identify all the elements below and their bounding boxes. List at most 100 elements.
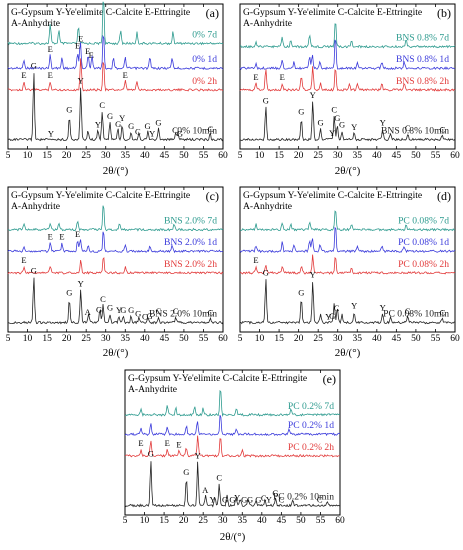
peak-label: E — [75, 41, 80, 51]
peak-label: E — [21, 70, 26, 80]
xrd-pattern-line — [124, 389, 341, 417]
x-tick-label: 35 — [121, 334, 131, 344]
peak-label: C — [172, 125, 178, 135]
x-tick-label: 25 — [198, 516, 208, 526]
peak-label: G — [339, 120, 345, 130]
xrd-pattern-line — [240, 23, 456, 49]
x-tick-label: 35 — [353, 151, 363, 161]
x-tick-label: 5 — [238, 151, 243, 161]
xrd-pattern-line — [7, 58, 224, 92]
x-tick-label: 15 — [42, 334, 52, 344]
x-tick-label: 20 — [179, 516, 189, 526]
series-label: PC 0.2% 7d — [288, 401, 334, 412]
peak-label: Y — [95, 120, 101, 130]
x-tick-label: 60 — [450, 151, 460, 161]
x-tick-label: 50 — [411, 334, 421, 344]
series-label: PC 0.08% 1d — [398, 237, 449, 248]
x-tick-label: 15 — [274, 334, 284, 344]
x-tick-label: 60 — [450, 334, 460, 344]
series-label: BNS 2.0% 1d — [164, 237, 217, 248]
phase-legend-line1: G-Gypsum Y-Ye'elimite C-Calcite E-Ettrin… — [128, 373, 307, 384]
series-label: PC 0.2% 2h — [288, 442, 334, 453]
phase-legend-line2: A-Anhydrite — [128, 384, 177, 395]
peak-label: G — [96, 304, 102, 314]
panel-label: (a) — [206, 6, 219, 20]
x-tick-label: 25 — [81, 151, 91, 161]
peak-label: G — [120, 305, 126, 315]
peak-label: G — [329, 311, 335, 321]
peak-label: E — [138, 438, 143, 448]
x-tick-label: 55 — [431, 334, 441, 344]
x-axis-label: 2θ/(°) — [335, 165, 361, 177]
peak-label: G — [128, 305, 134, 315]
peak-label: C — [440, 125, 446, 135]
peak-label: Y — [310, 270, 316, 280]
plot-frame — [7, 3, 224, 150]
peak-label: G — [66, 287, 72, 297]
series-label: PC 0.2% 10min — [273, 492, 334, 503]
x-tick-label: 50 — [179, 334, 189, 344]
x-tick-label: 15 — [159, 516, 169, 526]
peak-label: G — [66, 104, 72, 114]
series-label: 0% 2h — [192, 76, 217, 87]
panel-label: (e) — [323, 372, 336, 386]
peak-label: C — [142, 312, 148, 322]
peak-label: E — [48, 70, 53, 80]
x-axis-label: 2θ/(°) — [103, 165, 129, 177]
peak-label: G — [135, 309, 141, 319]
x-tick-label: 10 — [140, 516, 150, 526]
peak-label: C — [331, 104, 337, 114]
peak-label: C — [99, 100, 105, 110]
peak-label: C — [334, 303, 340, 313]
peak-label: G — [128, 121, 134, 131]
peak-label: C — [216, 473, 222, 483]
peak-label: G — [31, 265, 37, 275]
series-label: 0% 7d — [192, 29, 217, 40]
x-tick-label: 5 — [238, 334, 243, 344]
plot-frame — [7, 186, 224, 333]
x-tick-label: 20 — [294, 151, 304, 161]
peak-label: C — [317, 495, 323, 505]
x-tick-label: 25 — [313, 151, 323, 161]
x-tick-label: 35 — [121, 151, 131, 161]
peak-label: E — [123, 70, 128, 80]
x-tick-label: 45 — [392, 151, 402, 161]
plot-frame — [239, 186, 456, 333]
x-tick-label: 40 — [372, 151, 382, 161]
peak-label: G — [247, 494, 253, 504]
x-tick-label: 45 — [160, 334, 170, 344]
x-tick-label: 45 — [277, 516, 287, 526]
peak-label: Y — [119, 113, 125, 123]
x-tick-label: 50 — [179, 151, 189, 161]
peak-label: G — [317, 118, 323, 128]
peak-label: G — [183, 467, 189, 477]
phase-legend-line1: G-Gypsum Y-Ye'elimite C-Calcite E-Ettrin… — [11, 190, 190, 201]
peak-label: Y — [380, 118, 386, 128]
x-tick-label: 20 — [62, 151, 72, 161]
peak-label: C — [405, 123, 411, 133]
x-tick-label: 30 — [101, 151, 111, 161]
peak-label: G — [263, 268, 269, 278]
peak-label: G — [298, 287, 304, 297]
x-tick-label: 50 — [296, 516, 306, 526]
peak-label: A — [202, 485, 209, 495]
peak-label: G — [146, 311, 152, 321]
peak-label: E — [48, 44, 53, 54]
x-tick-label: 10 — [23, 334, 33, 344]
xrd-pattern-line — [7, 34, 224, 71]
peak-label: G — [31, 60, 37, 70]
peak-label: C — [208, 124, 214, 134]
series-label: BNS 2.0% 2h — [164, 259, 217, 270]
series-label: BNS 0.8% 10min — [381, 126, 449, 137]
chart-panel-a: G-Gypsum Y-Ye'elimite C-Calcite E-Ettrin… — [6, 1, 228, 177]
x-tick-label: 60 — [218, 151, 228, 161]
xrd-pattern-line — [7, 205, 224, 232]
x-tick-label: 30 — [218, 516, 228, 526]
plot-frame — [124, 369, 341, 516]
x-tick-label: 45 — [392, 334, 402, 344]
xrd-pattern-line — [239, 39, 456, 71]
x-tick-label: 40 — [372, 334, 382, 344]
phase-legend-line2: A-Anhydrite — [243, 201, 292, 212]
peak-label: Y — [116, 305, 122, 315]
